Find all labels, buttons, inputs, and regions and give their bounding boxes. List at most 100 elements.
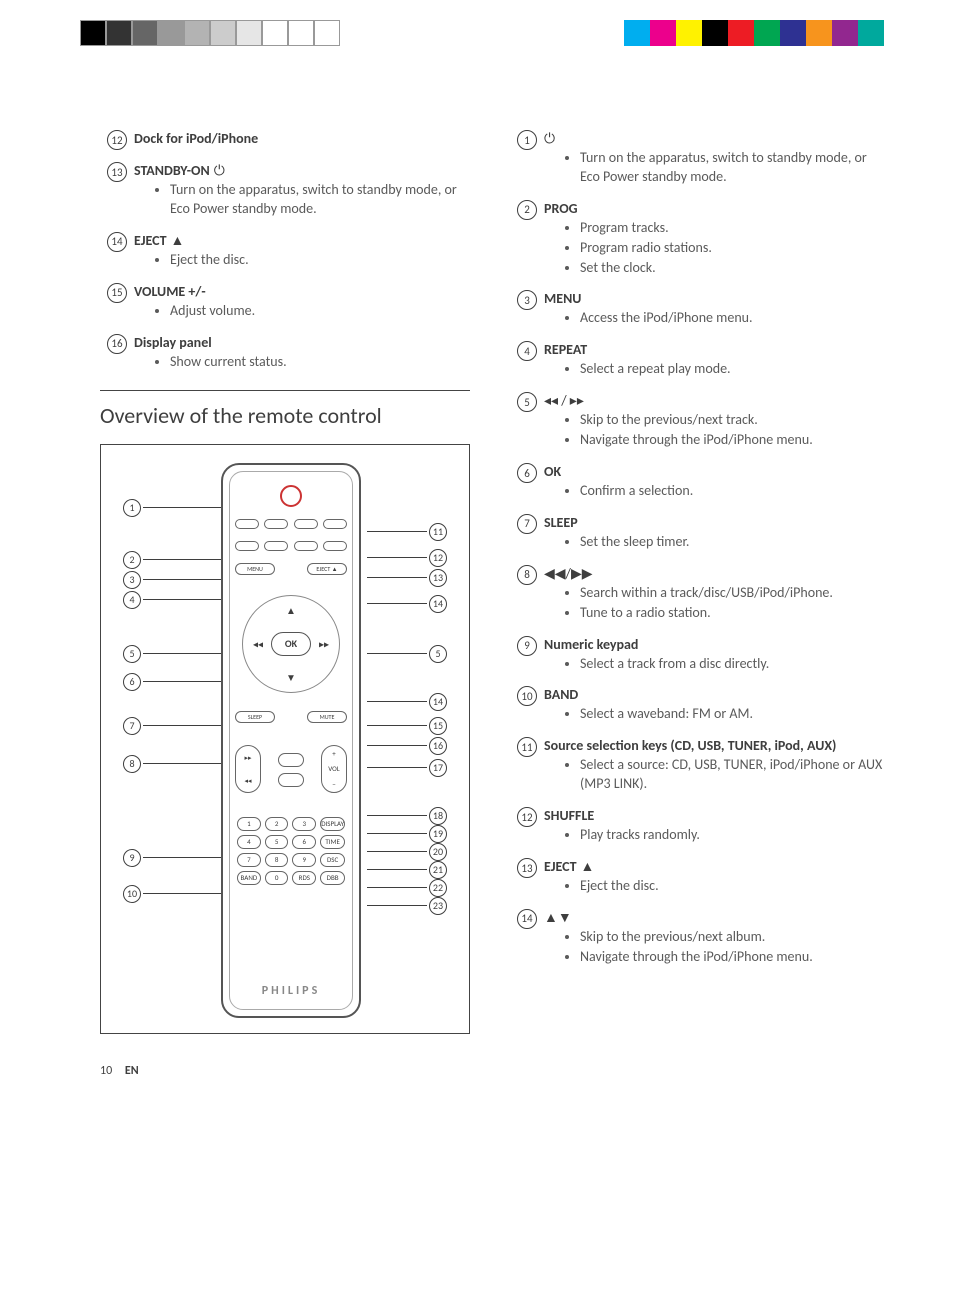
remote-diagram: MENU EJECT ▲ ▲ ▼ ◂◂ ▸▸ OK SLEEP MUTE ▸▸◂… — [100, 444, 470, 1034]
item-number: 14 — [107, 232, 127, 252]
page-footer: 10 EN — [100, 1064, 470, 1078]
item-bullets: Select a source: CD, USB, TUNER, iPod/iP… — [544, 756, 884, 794]
item-number: 1 — [517, 130, 537, 150]
item-title: SHUFFLE — [544, 807, 884, 824]
callout: 22 — [367, 879, 447, 897]
symbol-icon: ▲▼ — [544, 909, 572, 926]
item-number: 8 — [517, 565, 537, 585]
item-title: REPEAT — [544, 341, 884, 358]
keypad-key: 5 — [265, 835, 289, 849]
item-number: 15 — [107, 283, 127, 303]
item-number: 11 — [517, 737, 537, 757]
keypad-key: 3 — [292, 817, 316, 831]
item-title: STANDBY-ON⏻ — [134, 162, 470, 179]
page-number: 10 — [100, 1064, 112, 1078]
item-bullets: Skip to the previous/next album.Navigate… — [544, 928, 884, 967]
item-number: 12 — [517, 807, 537, 827]
callout: 3 — [123, 571, 221, 589]
item-bullets: Turn on the apparatus, switch to standby… — [134, 181, 470, 219]
item-bullets: Play tracks randomly. — [544, 826, 884, 845]
left-items: 12Dock for iPod/iPhone13STANDBY-ON⏻Turn … — [100, 130, 470, 372]
item-bullets: Search within a track/disc/USB/iPod/iPho… — [544, 584, 884, 623]
item-bullets: Eject the disc. — [544, 877, 884, 896]
keypad-key: DSC — [320, 853, 345, 867]
source-keys-2 — [235, 541, 347, 551]
item-number: 13 — [517, 858, 537, 878]
list-item: 16Display panelShow current status. — [100, 334, 470, 373]
callout: 5 — [367, 645, 447, 663]
list-item: 12 SHUFFLE Play tracks randomly. — [510, 807, 884, 846]
callout: 21 — [367, 861, 447, 879]
keypad-key: DBB — [320, 871, 345, 885]
prev-icon: ◂◂ — [253, 637, 263, 650]
dpad: ▲ ▼ ◂◂ ▸▸ OK — [242, 595, 340, 693]
down-icon: ▼ — [286, 671, 296, 684]
eject-button: EJECT ▲ — [307, 563, 347, 575]
callout: 6 — [123, 673, 221, 691]
menu-eject-row: MENU EJECT ▲ — [235, 563, 347, 575]
item-number: 9 — [517, 636, 537, 656]
keypad-key: RDS — [292, 871, 316, 885]
list-item: 2PROGProgram tracks.Program radio statio… — [510, 200, 884, 279]
symbol-icon: ▲ — [171, 232, 185, 249]
item-bullets: Select a track from a disc directly. — [544, 655, 884, 674]
item-number: 10 — [517, 686, 537, 706]
item-number: 12 — [107, 130, 127, 150]
item-bullets: Select a repeat play mode. — [544, 360, 884, 379]
item-bullets: Turn on the apparatus, switch to standby… — [544, 149, 884, 187]
list-item: 9Numeric keypadSelect a track from a dis… — [510, 636, 884, 675]
keypad-key: 7 — [237, 853, 261, 867]
callout: 23 — [367, 897, 447, 915]
right-items: 1⏻Turn on the apparatus, switch to stand… — [510, 130, 884, 968]
ff-vol-row: ▸▸◂◂ +VOL− — [235, 745, 347, 795]
color-bar-left — [80, 20, 340, 46]
keypad-key: TIME — [320, 835, 345, 849]
item-title: ◂◂ / ▸▸ — [544, 392, 884, 409]
item-title: ◀◀/▶▶ — [544, 565, 884, 582]
symbol-icon: ▲ — [581, 858, 595, 875]
callout: 17 — [367, 759, 447, 777]
keypad-key: 2 — [265, 817, 289, 831]
item-bullets: Select a waveband: FM or AM. — [544, 705, 884, 724]
item-title: Dock for iPod/iPhone — [134, 130, 470, 147]
symbol-icon: ◂◂ / ▸▸ — [544, 392, 584, 409]
item-bullets: Confirm a selection. — [544, 482, 884, 501]
keypad-key: 4 — [237, 835, 261, 849]
item-title: SLEEP — [544, 514, 884, 531]
section-title: Overview of the remote control — [100, 390, 470, 429]
list-item: 3MENUAccess the iPod/iPhone menu. — [510, 290, 884, 329]
brand-label: PHILIPS — [223, 984, 359, 998]
list-item: 1⏻Turn on the apparatus, switch to stand… — [510, 130, 884, 188]
item-number: 7 — [517, 514, 537, 534]
ok-button: OK — [271, 632, 311, 656]
list-item: 7 SLEEP Set the sleep timer. — [510, 514, 884, 553]
item-title: Source selection keys (CD, USB, TUNER, i… — [544, 737, 884, 754]
callout: 10 — [123, 885, 221, 903]
sleep-mute-row: SLEEP MUTE — [235, 711, 347, 723]
right-column: 1⏻Turn on the apparatus, switch to stand… — [510, 130, 884, 1078]
symbol-icon: ⏻ — [214, 162, 225, 179]
keypad-key: 0 — [265, 871, 289, 885]
keypad-key: BAND — [237, 871, 261, 885]
callout: 7 — [123, 717, 221, 735]
callout: 4 — [123, 591, 221, 609]
menu-button: MENU — [235, 563, 275, 575]
remote-outline: MENU EJECT ▲ ▲ ▼ ◂◂ ▸▸ OK SLEEP MUTE ▸▸◂… — [221, 463, 361, 1018]
callout: 14 — [367, 693, 447, 711]
item-title: PROG — [544, 200, 884, 217]
list-item: 11 Source selection keys (CD, USB, TUNER,… — [510, 737, 884, 795]
item-bullets: Eject the disc. — [134, 251, 470, 270]
list-item: 5◂◂ / ▸▸Skip to the previous/next track.… — [510, 392, 884, 451]
callout: 9 — [123, 849, 221, 867]
item-bullets: Program tracks.Program radio stations.Se… — [544, 219, 884, 278]
list-item: 4REPEATSelect a repeat play mode. — [510, 341, 884, 380]
keypad-key: 9 — [292, 853, 316, 867]
seek-buttons: ▸▸◂◂ — [235, 745, 261, 793]
callout: 19 — [367, 825, 447, 843]
callout: 12 — [367, 549, 447, 567]
list-item: 6OKConfirm a selection. — [510, 463, 884, 502]
numeric-keypad: 123DISPLAY456TIME789DSCBAND0RDSDBB — [237, 817, 345, 885]
keypad-key: 6 — [292, 835, 316, 849]
left-column: 12Dock for iPod/iPhone13STANDBY-ON⏻Turn … — [100, 130, 470, 1078]
item-bullets: Set the sleep timer. — [544, 533, 884, 552]
